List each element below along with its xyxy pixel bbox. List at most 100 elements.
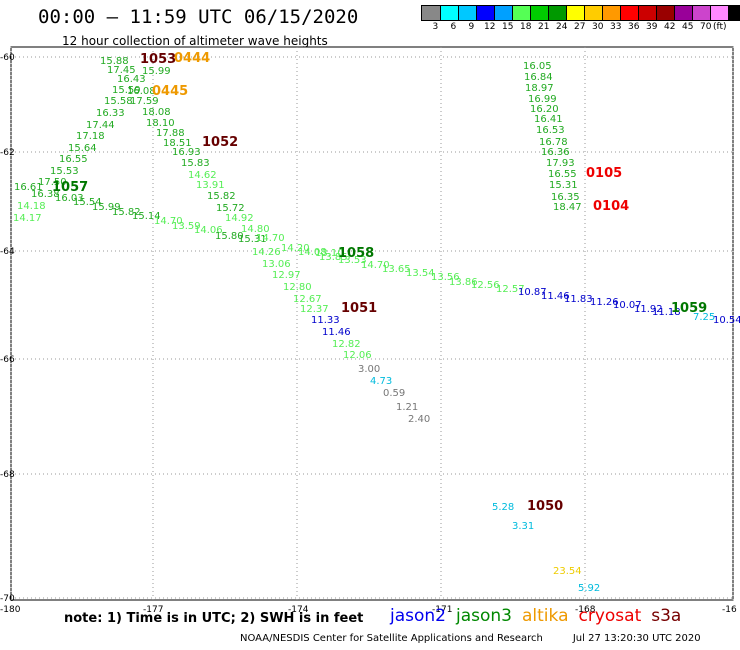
- wave-height-label: 23.54: [553, 566, 582, 577]
- wave-height-label: 16.53: [536, 125, 565, 136]
- satellite-legend: jason2 jason3 altika cryosat s3a: [390, 606, 691, 626]
- footer-note: note: 1) Time is in UTC; 2) SWH is in fe…: [64, 611, 364, 626]
- wave-height-label: 15.31: [549, 180, 578, 191]
- wave-height-label: 16.99: [528, 94, 557, 105]
- wave-height-label: 14.70: [256, 233, 285, 244]
- wave-height-label: 13.91: [196, 180, 225, 191]
- legend-swatch: [512, 6, 530, 20]
- wave-height-label: 15.88: [100, 56, 129, 67]
- wave-height-label: 15.64: [68, 143, 97, 154]
- legend-label: 33: [610, 22, 622, 32]
- pass-id-label: 0104: [593, 199, 629, 214]
- wave-height-label: 0.59: [383, 388, 405, 399]
- pass-id-label: 1057: [52, 180, 88, 195]
- legend-swatch: [602, 6, 620, 20]
- legend-swatch: [530, 6, 548, 20]
- wave-height-label: 17.59: [130, 96, 159, 107]
- wave-height-label: 16.93: [172, 147, 201, 158]
- wave-height-label: 18.47: [553, 202, 582, 213]
- color-legend: [421, 5, 740, 21]
- legend-label: 36: [628, 22, 640, 32]
- wave-height-label: 15.82: [112, 207, 141, 218]
- wave-height-label: 13.53: [338, 255, 367, 266]
- wave-height-label: 15.14: [132, 211, 161, 222]
- wave-height-label: 1.21: [396, 402, 418, 413]
- legend-swatch: [548, 6, 566, 20]
- wave-height-label: 16.03: [55, 193, 84, 204]
- pass-id-label: 0445: [152, 84, 188, 99]
- legend-label: 21: [538, 22, 550, 32]
- wave-height-label: 15.59: [112, 85, 141, 96]
- wave-height-label: 5.92: [578, 583, 600, 594]
- legend-swatch: [422, 6, 440, 20]
- legend-swatch: [584, 6, 602, 20]
- wave-height-label: 11.46: [322, 327, 351, 338]
- wave-height-label: 16.35: [551, 192, 580, 203]
- legend-label: 3: [432, 22, 439, 32]
- wave-height-label: 4.73: [370, 376, 392, 387]
- wave-height-label: 14.70: [154, 216, 183, 227]
- wave-height-label: 14.80: [241, 224, 270, 235]
- wave-height-label: 14.17: [13, 213, 42, 224]
- timestamp: Jul 27 13:20:30 UTC 2020: [572, 633, 701, 644]
- legend-label: 45: [682, 22, 694, 32]
- wave-height-label: 16.78: [539, 137, 568, 148]
- legend-label: (ft): [713, 22, 727, 32]
- satellite-name: cryosat: [578, 606, 642, 626]
- wave-height-label: 17.93: [546, 158, 575, 169]
- wave-height-label: 14.18: [17, 201, 46, 212]
- wave-height-label: 16.08: [127, 86, 156, 97]
- wave-height-label: 17.18: [76, 131, 105, 142]
- legend-swatch: [458, 6, 476, 20]
- latitude-label: -70: [0, 594, 15, 604]
- wave-height-label: 3.31: [512, 521, 534, 532]
- wave-height-label: 14.20: [281, 243, 310, 254]
- wave-height-label: 16.61: [14, 182, 43, 193]
- wave-height-label: 16.55: [548, 169, 577, 180]
- legend-label: 42: [664, 22, 676, 32]
- pass-id-label: 1059: [671, 301, 707, 316]
- legend-swatch: [710, 6, 728, 20]
- wave-height-label: 15.80: [215, 231, 244, 242]
- longitude-label: -16: [722, 605, 737, 615]
- legend-swatch: [476, 6, 494, 20]
- credit-line: NOAA/NESDIS Center for Satellite Applica…: [240, 633, 731, 644]
- latitude-label: -60: [0, 53, 15, 63]
- wave-height-label: 12.80: [283, 282, 312, 293]
- wave-height-label: 17.50: [38, 177, 67, 188]
- longitude-label: -171: [432, 605, 452, 615]
- wave-height-label: 17.88: [156, 128, 185, 139]
- longitude-label: -180: [0, 605, 21, 615]
- wave-height-label: 14.92: [225, 213, 254, 224]
- pass-id-label: 1058: [338, 246, 374, 261]
- wave-height-label: 11.83: [564, 294, 593, 305]
- wave-height-label: 12.57: [496, 284, 525, 295]
- latitude-label: -62: [0, 148, 15, 158]
- wave-height-label: 14.62: [188, 170, 217, 181]
- wave-height-label: 17.45: [107, 65, 136, 76]
- legend-label: 24: [556, 22, 568, 32]
- latitude-label: -66: [0, 355, 15, 365]
- wave-height-label: 12.97: [272, 270, 301, 281]
- wave-height-label: 16.33: [96, 108, 125, 119]
- legend-label: 27: [574, 22, 586, 32]
- wave-height-label: 7.25: [693, 312, 715, 323]
- legend-label: 70: [700, 22, 712, 32]
- pass-id-label: 1053: [140, 52, 176, 67]
- satellite-name: jason3: [456, 606, 512, 626]
- wave-height-label: 16.38: [31, 189, 60, 200]
- wave-height-label: 16.41: [534, 114, 563, 125]
- map-subtitle: 12 hour collection of altimeter wave hei…: [62, 34, 328, 48]
- wave-height-label: 11.92: [634, 304, 663, 315]
- longitude-label: -177: [143, 605, 163, 615]
- legend-swatch: [692, 6, 710, 20]
- wave-height-label: 11.18: [652, 307, 681, 318]
- longitude-label: -174: [288, 605, 309, 615]
- wave-height-label: 15.82: [207, 191, 236, 202]
- wave-height-label: 15.31: [238, 234, 267, 245]
- latitude-label: -68: [0, 470, 15, 480]
- legend-label: 9: [468, 22, 475, 32]
- wave-height-label: 10.54: [713, 315, 740, 326]
- wave-height-label: 12.37: [300, 304, 329, 315]
